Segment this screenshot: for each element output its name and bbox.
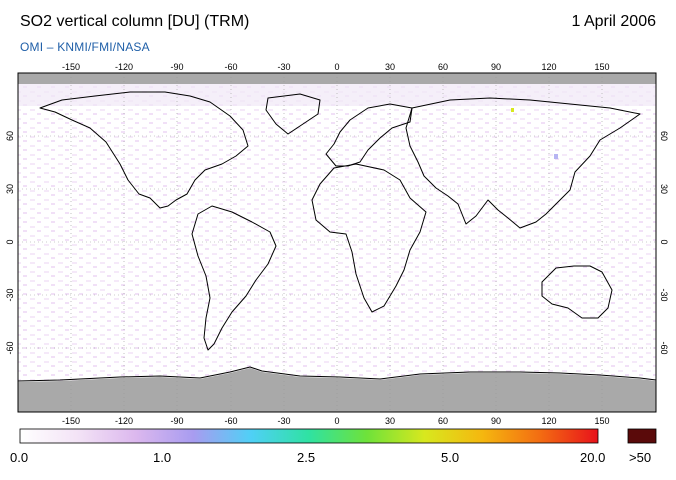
lon-tick-top: 150: [594, 62, 609, 72]
north-missing-band: [18, 73, 656, 84]
lon-tick-top: -60: [224, 62, 237, 72]
lon-tick-bottom: 30: [385, 416, 395, 426]
coastline-australia: [541, 265, 613, 319]
lon-tick-bottom: 120: [541, 416, 556, 426]
colorbar: [19, 428, 599, 444]
colorbar-overflow-box: [627, 428, 657, 444]
lon-tick-top: -30: [277, 62, 290, 72]
lon-tick-top: -120: [115, 62, 133, 72]
lat-tick-left: 30: [5, 184, 15, 194]
so2-feature-arctic: [511, 108, 514, 112]
colorbar-label: 5.0: [441, 450, 460, 465]
map-credit: OMI – KNMI/FMI/NASA: [20, 40, 150, 54]
lat-tick-left: 0: [5, 239, 15, 244]
lon-tick-top: -150: [62, 62, 80, 72]
so2-feature-east-asia: [554, 154, 558, 159]
lon-tick-bottom: -60: [224, 416, 237, 426]
lat-tick-right: 0: [659, 239, 669, 244]
lat-tick-left: -60: [5, 341, 15, 354]
coastline-greenland: [265, 93, 321, 135]
lon-tick-top: 120: [541, 62, 556, 72]
colorbar-label-max: 20.0: [580, 450, 606, 465]
lon-tick-top: 30: [385, 62, 395, 72]
colorbar-label-overflow: >50: [629, 450, 652, 465]
coastline-south-america: [191, 205, 277, 351]
lon-tick-bottom: -90: [170, 416, 183, 426]
lat-ticks-right: 60 30 0 -30 -60: [659, 131, 669, 355]
lat-tick-right: -60: [659, 341, 669, 354]
coastline-asia: [405, 97, 641, 229]
coastlines: [17, 91, 657, 382]
coastline-africa: [311, 163, 427, 313]
arctic-noise-band: [18, 84, 656, 106]
lon-tick-top: 60: [438, 62, 448, 72]
map-frame: [17, 72, 657, 413]
lon-tick-top: 0: [334, 62, 339, 72]
coastline-north-america: [39, 91, 249, 209]
map-date: 1 April 2006: [571, 13, 656, 30]
lon-tick-top: 90: [491, 62, 501, 72]
lat-tick-left: 60: [5, 131, 15, 141]
lon-tick-bottom: 150: [594, 416, 609, 426]
colorbar-label: 2.5: [297, 450, 316, 465]
coastline-antarctica: [17, 366, 657, 382]
lat-tick-right: -30: [659, 288, 669, 301]
lon-tick-top: -90: [170, 62, 183, 72]
lon-tick-bottom: 90: [491, 416, 501, 426]
lon-ticks-bottom: -150 -120 -90 -60 -30 0 30 60 90 120 150: [62, 416, 610, 426]
colorbar-label: 1.0: [153, 450, 172, 465]
map-title: SO2 vertical column [DU] (TRM): [20, 13, 250, 30]
lat-tick-right: 30: [659, 184, 669, 194]
lat-tick-right: 60: [659, 131, 669, 141]
lon-ticks-top: -150 -120 -90 -60 -30 0 30 60 90 120 150: [62, 62, 610, 72]
lon-tick-bottom: -120: [115, 416, 133, 426]
lon-tick-bottom: -30: [277, 416, 290, 426]
lat-ticks-left: 60 30 0 -30 -60: [5, 131, 15, 355]
lat-tick-left: -30: [5, 288, 15, 301]
lon-tick-bottom: 0: [334, 416, 339, 426]
lon-tick-bottom: 60: [438, 416, 448, 426]
lon-tick-bottom: -150: [62, 416, 80, 426]
colorbar-label-min: 0.0: [10, 450, 29, 465]
